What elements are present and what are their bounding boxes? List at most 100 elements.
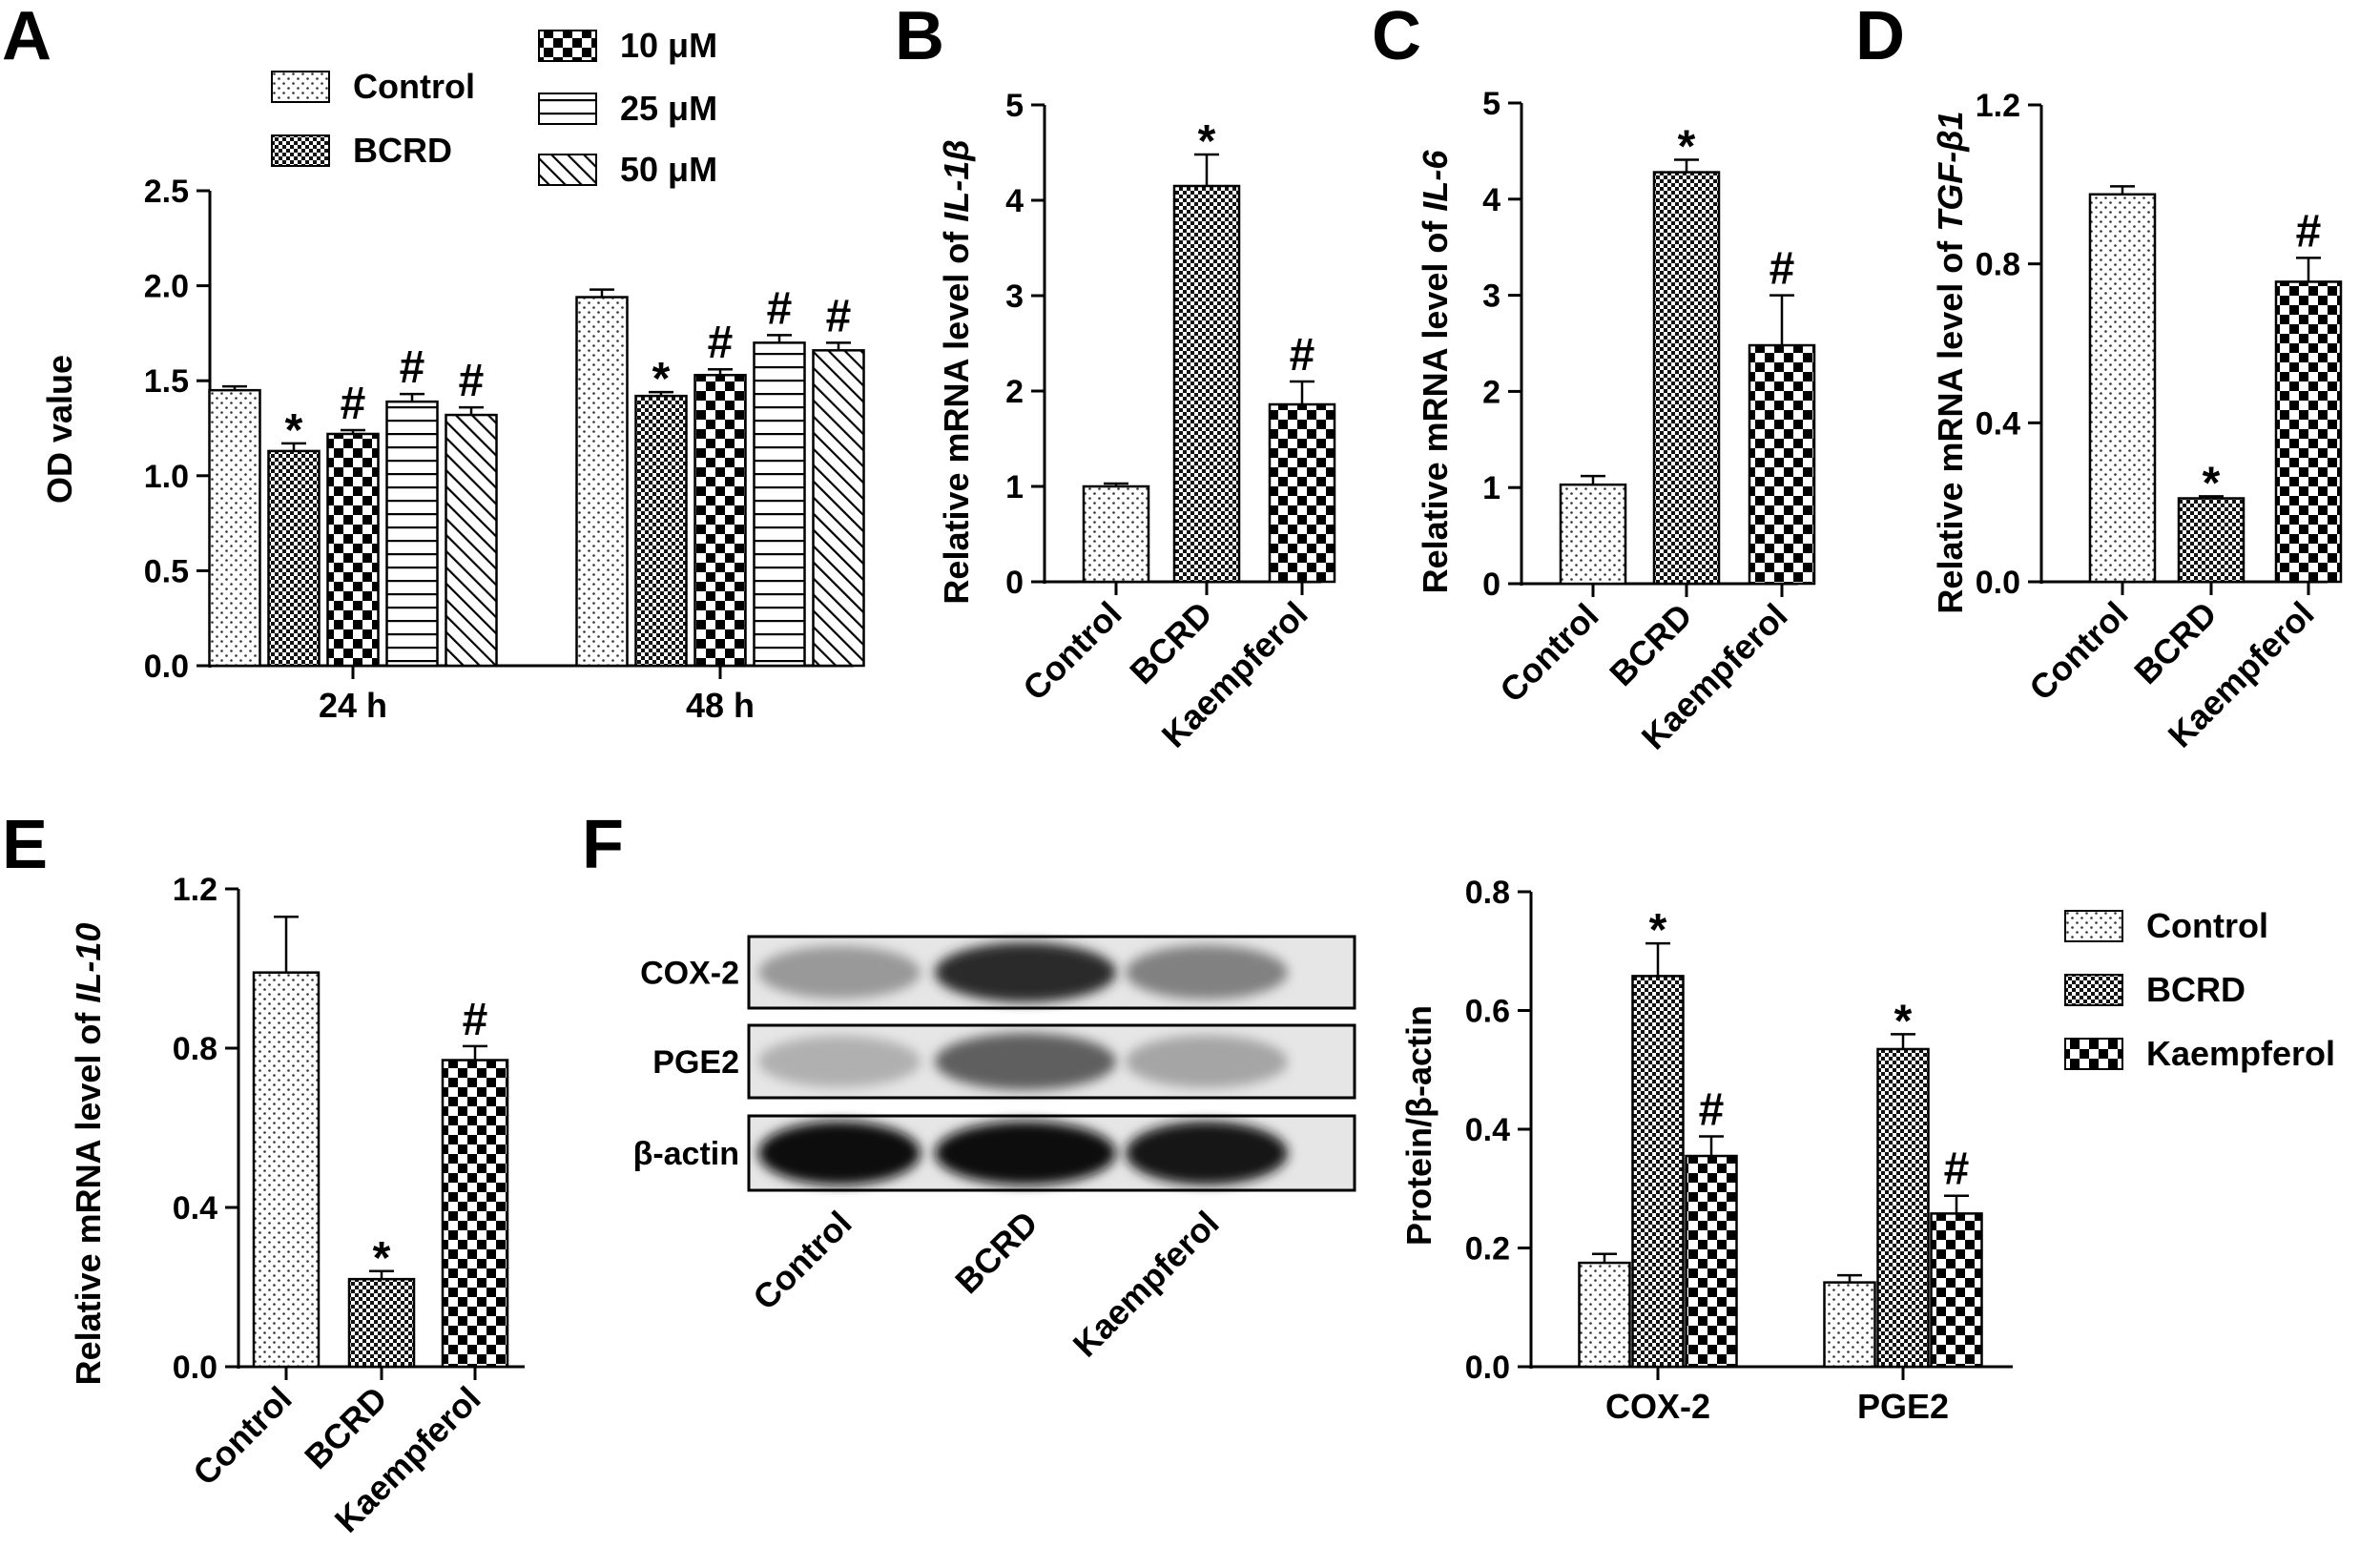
bar xyxy=(2274,280,2343,584)
y-tick-label: 0.4 xyxy=(173,1190,217,1227)
blot-band xyxy=(935,1121,1116,1186)
legend-label: BCRD xyxy=(2146,970,2245,1009)
y-tick-label: 2 xyxy=(1005,374,1024,410)
bar xyxy=(1268,402,1336,584)
significance-hash: # xyxy=(459,356,485,406)
y-tick-label: 0 xyxy=(1482,567,1500,603)
significance-asterisk: * xyxy=(1678,121,1696,172)
y-axis-label-gene: TGF-β1 xyxy=(1931,111,1970,231)
significance-hash: # xyxy=(1699,1084,1725,1135)
blot-band xyxy=(758,945,921,1000)
bar xyxy=(1172,184,1241,584)
y-tick-label: 2.5 xyxy=(144,174,189,210)
significance-asterisk: * xyxy=(652,354,671,404)
blot-row-label: COX-2 xyxy=(640,956,739,992)
significance-asterisk: * xyxy=(373,1233,391,1284)
legend-swatch xyxy=(271,71,330,103)
bar xyxy=(326,432,380,668)
panel-label-c: C xyxy=(1372,0,1421,74)
significance-hash: # xyxy=(1290,330,1315,381)
significance-asterisk: * xyxy=(1649,905,1667,956)
significance-hash: # xyxy=(341,379,366,429)
legend-label: Control xyxy=(353,67,475,106)
significance-asterisk: * xyxy=(1198,116,1216,167)
y-axis-label-gene: IL-6 xyxy=(1416,150,1455,212)
legend-swatch xyxy=(538,154,597,186)
y-tick-label: 0 xyxy=(1005,565,1024,601)
x-category-label: Control xyxy=(1492,596,1605,710)
bar xyxy=(1559,483,1627,586)
bar xyxy=(208,388,261,668)
bar xyxy=(1876,1047,1930,1369)
y-tick-label: 0.5 xyxy=(144,553,189,589)
y-axis-label: Relative mRNA level of TGF-β1 xyxy=(1931,111,1970,613)
significance-asterisk: * xyxy=(285,405,303,456)
x-category-label: 24 h xyxy=(319,686,387,725)
legend-label: 10 μM xyxy=(620,26,717,65)
chart-f-protein-ratio: 0.0 0.2 0.4 0.6 0.8 * # COX-2 * # PGE2 Protein/β-ac… xyxy=(1399,875,2335,1426)
bar xyxy=(252,971,321,1369)
y-tick-label: 0.6 xyxy=(1465,994,1510,1030)
y-tick-label: 0.0 xyxy=(144,649,189,685)
significance-hash: # xyxy=(708,318,734,368)
legend-label: 25 μM xyxy=(620,89,717,128)
y-tick-label: 3 xyxy=(1005,278,1024,315)
bar xyxy=(1631,975,1685,1369)
bar xyxy=(693,373,747,668)
y-tick-label: 0.0 xyxy=(173,1350,217,1386)
x-category-label: Control xyxy=(2021,594,2135,708)
significance-hash: # xyxy=(1769,244,1795,295)
panel-label-f: F xyxy=(582,807,624,883)
y-tick-label: 0.4 xyxy=(1465,1112,1510,1148)
panel-label-d: D xyxy=(1855,0,1905,74)
chart-e-il10: 0.00.40.81.2Control*BCRD#KaempferolRelat… xyxy=(69,872,525,1540)
significance-hash: # xyxy=(400,342,425,393)
blot-lane-label: BCRD xyxy=(947,1204,1045,1302)
y-tick-label: 3 xyxy=(1482,278,1500,315)
x-category-label: Control xyxy=(185,1379,299,1493)
significance-asterisk: * xyxy=(2203,458,2221,508)
significance-asterisk: * xyxy=(1894,996,1913,1046)
significance-hash: # xyxy=(463,995,488,1045)
x-category-label: PGE2 xyxy=(1857,1387,1949,1426)
legend-swatch xyxy=(2064,910,2123,942)
bar xyxy=(812,349,865,668)
bar xyxy=(347,1277,416,1369)
blot-band xyxy=(1126,945,1288,1000)
chart-a-od-value: 0.0 0.5 1.0 1.5 2.0 2.5 * # # #24 h * # # #48 h OD val… xyxy=(40,26,865,725)
y-axis-label: Relative mRNA level of IL-10 xyxy=(69,923,108,1386)
significance-hash: # xyxy=(826,291,852,341)
y-tick-label: 1 xyxy=(1482,470,1500,506)
y-tick-label: 0.8 xyxy=(1465,875,1510,911)
bar xyxy=(2177,497,2245,584)
bar xyxy=(1748,343,1816,586)
legend-label: 50 μM xyxy=(620,150,717,189)
bar xyxy=(1578,1261,1631,1369)
blot-band xyxy=(758,1121,921,1186)
y-tick-label: 1 xyxy=(1005,469,1024,505)
y-tick-label: 5 xyxy=(1482,86,1500,122)
y-axis-label-prefix: Relative mRNA level of xyxy=(1416,212,1455,594)
y-axis-label: Relative mRNA level of IL-1β xyxy=(937,139,976,604)
y-tick-label: 1.0 xyxy=(144,459,189,495)
significance-hash: # xyxy=(2296,206,2322,257)
legend-swatch xyxy=(271,134,330,167)
legend-label: BCRD xyxy=(353,131,452,170)
blot-band xyxy=(758,1035,921,1088)
y-tick-label: 1.2 xyxy=(173,872,217,908)
significance-hash: # xyxy=(1944,1144,1970,1195)
y-axis-label-prefix: Relative mRNA level of xyxy=(69,1003,108,1386)
y-axis-label: OD value xyxy=(40,355,79,504)
y-axis-label-gene: IL-1β xyxy=(937,139,976,221)
bar xyxy=(1685,1154,1738,1369)
bar xyxy=(1082,485,1150,584)
x-category-label: Control xyxy=(1015,594,1128,708)
bar xyxy=(267,449,321,668)
panel-label-b: B xyxy=(895,0,944,74)
legend-swatch xyxy=(2064,974,2123,1006)
panel-label-a: A xyxy=(2,0,52,74)
y-tick-label: 0.0 xyxy=(1465,1350,1510,1386)
